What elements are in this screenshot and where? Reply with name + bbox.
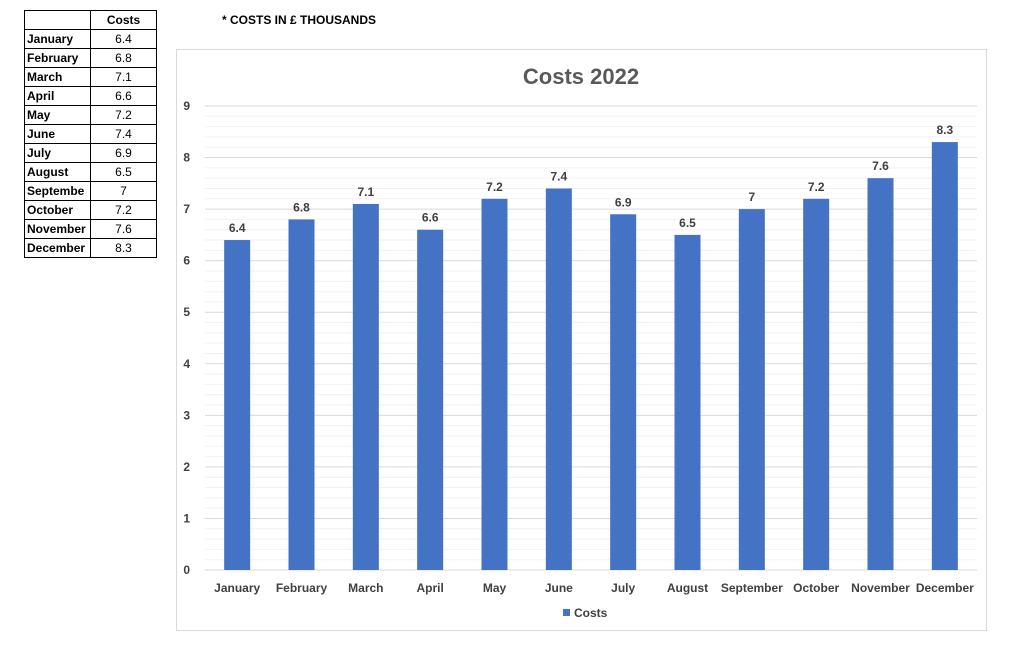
x-tick-label: January — [214, 581, 260, 595]
table-month-cell: December — [24, 238, 91, 258]
table-header-blank — [24, 10, 91, 30]
y-tick-label: 5 — [183, 305, 190, 319]
y-tick-label: 0 — [183, 563, 190, 577]
y-tick-label: 8 — [183, 151, 190, 165]
table-row: January 6.4 — [24, 29, 157, 49]
bar — [417, 229, 444, 570]
bar — [545, 188, 572, 570]
table-value-cell: 7 — [90, 181, 157, 201]
table-value-cell: 7.2 — [90, 105, 157, 125]
bar — [738, 209, 765, 570]
table-month-cell: November — [24, 219, 91, 239]
data-label: 6.8 — [293, 200, 310, 214]
y-tick-label: 2 — [183, 460, 190, 474]
y-tick-label: 4 — [183, 357, 190, 371]
table-month-cell: January — [24, 29, 91, 49]
x-tick-label: March — [348, 581, 383, 595]
data-label: 7 — [748, 190, 755, 204]
x-tick-label: May — [483, 581, 507, 595]
data-label: 6.5 — [679, 216, 696, 230]
x-tick-label: August — [667, 581, 708, 595]
bar — [224, 240, 251, 571]
x-tick-label: April — [416, 581, 443, 595]
table-month-cell: June — [24, 124, 91, 144]
table-month-cell: October — [24, 200, 91, 220]
chart-title: Costs 2022 — [523, 64, 639, 89]
table-row: May 7.2 — [24, 105, 157, 125]
table-value-cell: 7.4 — [90, 124, 157, 144]
data-label: 7.1 — [357, 185, 374, 199]
data-label: 7.4 — [550, 169, 567, 183]
table-header-row: Costs — [24, 10, 157, 30]
table-row: August 6.5 — [24, 162, 157, 182]
table-row: April 6.6 — [24, 86, 157, 106]
x-tick-label: February — [276, 581, 328, 595]
table-row: June 7.4 — [24, 124, 157, 144]
table-month-cell: May — [24, 105, 91, 125]
y-tick-label: 1 — [183, 511, 190, 525]
units-note: * COSTS IN £ THOUSANDS — [222, 13, 377, 27]
y-tick-label: 6 — [183, 254, 190, 268]
table-value-cell: 7.6 — [90, 219, 157, 239]
table-row: February 6.8 — [24, 48, 157, 68]
bar — [931, 142, 958, 570]
bar — [803, 198, 830, 571]
x-tick-label: June — [545, 581, 573, 595]
table-value-cell: 6.4 — [90, 29, 157, 49]
table-month-cell: February — [24, 48, 91, 68]
table-value-cell: 6.9 — [90, 143, 157, 163]
table-value-cell: 6.5 — [90, 162, 157, 182]
table-row: October 7.2 — [24, 200, 157, 220]
x-tick-label: November — [851, 581, 910, 595]
bar — [610, 214, 637, 570]
table-value-cell: 6.6 — [90, 86, 157, 106]
table-value-cell: 7.1 — [90, 67, 157, 87]
table-month-cell: April — [24, 86, 91, 106]
y-tick-label: 9 — [183, 99, 190, 113]
table-month-cell: August — [24, 162, 91, 182]
costs-bar-chart: Costs 2022 0 1 2 3 4 5 6 7 8 9 6.4 January 6.8 Februar… — [183, 64, 977, 620]
legend-label: Costs — [574, 606, 608, 620]
chart-area[interactable]: Costs 2022 0 1 2 3 4 5 6 7 8 9 6.4 January 6.8 Februar… — [176, 49, 987, 631]
data-label: 7.2 — [486, 180, 503, 194]
bar — [481, 198, 508, 571]
data-label: 8.3 — [936, 123, 953, 137]
table-row: Septembe 7 — [24, 181, 157, 201]
x-tick-label: December — [916, 581, 974, 595]
table-month-cell: July — [24, 143, 91, 163]
table-header-costs: Costs — [90, 10, 157, 30]
x-tick-label: October — [793, 581, 839, 595]
table-value-cell: 7.2 — [90, 200, 157, 220]
bar — [288, 219, 315, 570]
table-month-cell: March — [24, 67, 91, 87]
table-row: December 8.3 — [24, 238, 157, 258]
legend-swatch — [563, 609, 570, 616]
x-tick-label: September — [721, 581, 783, 595]
bar — [674, 234, 701, 570]
table-month-cell: Septembe — [24, 181, 91, 201]
table-row: November 7.6 — [24, 219, 157, 239]
table-row: July 6.9 — [24, 143, 157, 163]
y-tick-label: 7 — [183, 202, 190, 216]
bar — [867, 178, 894, 570]
table-value-cell: 6.8 — [90, 48, 157, 68]
x-tick-label: July — [611, 581, 635, 595]
data-label: 6.6 — [422, 211, 439, 225]
data-label: 6.4 — [229, 221, 246, 235]
data-label: 7.2 — [808, 180, 825, 194]
y-tick-label: 3 — [183, 408, 190, 422]
data-label: 7.6 — [872, 159, 889, 173]
table-row: March 7.1 — [24, 67, 157, 87]
bar — [352, 203, 379, 570]
table-value-cell: 8.3 — [90, 238, 157, 258]
data-label: 6.9 — [615, 195, 632, 209]
costs-table: Costs January 6.4 February 6.8 March 7.1 April 6… — [24, 10, 157, 258]
